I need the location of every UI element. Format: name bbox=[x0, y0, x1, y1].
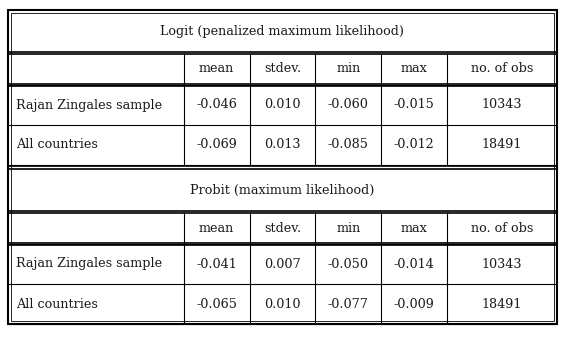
Text: 18491: 18491 bbox=[482, 298, 522, 310]
Text: 0.010: 0.010 bbox=[264, 298, 301, 310]
Text: -0.060: -0.060 bbox=[328, 98, 369, 111]
Text: stdev.: stdev. bbox=[264, 62, 301, 76]
Text: -0.014: -0.014 bbox=[394, 257, 434, 270]
Text: min: min bbox=[336, 221, 360, 234]
Text: 10343: 10343 bbox=[482, 257, 523, 270]
Text: 0.013: 0.013 bbox=[264, 139, 301, 151]
Text: Rajan Zingales sample: Rajan Zingales sample bbox=[16, 98, 162, 111]
Text: min: min bbox=[336, 62, 360, 76]
Text: stdev.: stdev. bbox=[264, 221, 301, 234]
Text: mean: mean bbox=[199, 62, 234, 76]
Text: mean: mean bbox=[199, 221, 234, 234]
Bar bbox=[11, 13, 554, 321]
Text: -0.077: -0.077 bbox=[328, 298, 369, 310]
Text: 18491: 18491 bbox=[482, 139, 522, 151]
Text: 0.007: 0.007 bbox=[264, 257, 301, 270]
Text: Logit (penalized maximum likelihood): Logit (penalized maximum likelihood) bbox=[160, 25, 405, 38]
Text: -0.009: -0.009 bbox=[394, 298, 434, 310]
Text: 10343: 10343 bbox=[482, 98, 523, 111]
Text: max: max bbox=[401, 62, 428, 76]
Text: -0.041: -0.041 bbox=[196, 257, 237, 270]
Text: 0.010: 0.010 bbox=[264, 98, 301, 111]
Bar bbox=[8, 10, 557, 324]
Text: -0.065: -0.065 bbox=[196, 298, 237, 310]
Text: no. of obs: no. of obs bbox=[471, 221, 533, 234]
Text: -0.050: -0.050 bbox=[328, 257, 369, 270]
Text: no. of obs: no. of obs bbox=[471, 62, 533, 76]
Text: -0.046: -0.046 bbox=[196, 98, 237, 111]
Text: All countries: All countries bbox=[16, 298, 98, 310]
Text: All countries: All countries bbox=[16, 139, 98, 151]
Text: -0.085: -0.085 bbox=[328, 139, 369, 151]
Text: -0.069: -0.069 bbox=[196, 139, 237, 151]
Text: max: max bbox=[401, 221, 428, 234]
Text: -0.012: -0.012 bbox=[394, 139, 434, 151]
Text: Probit (maximum likelihood): Probit (maximum likelihood) bbox=[190, 184, 375, 197]
Text: -0.015: -0.015 bbox=[394, 98, 434, 111]
Text: Rajan Zingales sample: Rajan Zingales sample bbox=[16, 257, 162, 270]
